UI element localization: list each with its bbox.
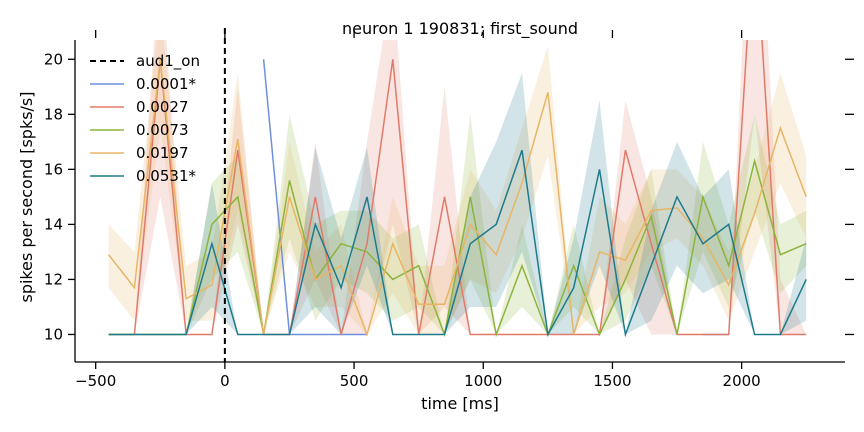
x-tick-label: 500 — [340, 372, 369, 390]
x-axis-title: time [ms] — [421, 394, 499, 413]
x-tick-label: 1000 — [464, 372, 502, 390]
x-tick-label: 0 — [220, 372, 230, 390]
legend-item: 0.0197 — [90, 144, 189, 162]
y-tick-label: 14 — [44, 215, 63, 233]
x-tick-label: −500 — [75, 372, 116, 390]
y-tick-label: 10 — [44, 325, 63, 343]
legend-label: 0.0001* — [136, 75, 196, 93]
legend-item: 0.0027 — [90, 98, 189, 116]
band-series-2 — [108, 40, 807, 335]
y-tick-label: 16 — [44, 160, 63, 178]
axes: −500 0 500 1000 1500 2000 10 12 14 16 18 20 — [44, 30, 854, 390]
legend-item: aud1_on — [90, 52, 200, 71]
series-layer — [108, 40, 807, 338]
legend-item: 0.0531* — [90, 167, 196, 185]
y-tick-label: 20 — [44, 50, 63, 68]
y-tick-label: 18 — [44, 105, 63, 123]
legend-item: 0.0073 — [90, 121, 189, 139]
legend-label: aud1_on — [136, 52, 200, 71]
chart-title: neuron 1 190831; first_sound — [342, 19, 578, 39]
band-series-3 — [108, 114, 807, 335]
y-axis-title: spikes per second [spks/s] — [17, 91, 36, 302]
plot-area — [108, 28, 807, 362]
legend-label: 0.0073 — [136, 121, 189, 139]
band-series-5 — [108, 73, 807, 335]
legend-item: 0.0001* — [90, 75, 196, 93]
legend-label: 0.0531* — [136, 167, 196, 185]
x-tick-label: 1500 — [593, 372, 631, 390]
y-tick-label: 12 — [44, 270, 63, 288]
x-tick-label: 2000 — [723, 372, 761, 390]
legend-label: 0.0027 — [136, 98, 189, 116]
legend-label: 0.0197 — [136, 144, 189, 162]
legend: aud1_on 0.0001* 0.0027 0.0073 0.0197 0.0531* — [90, 52, 200, 185]
